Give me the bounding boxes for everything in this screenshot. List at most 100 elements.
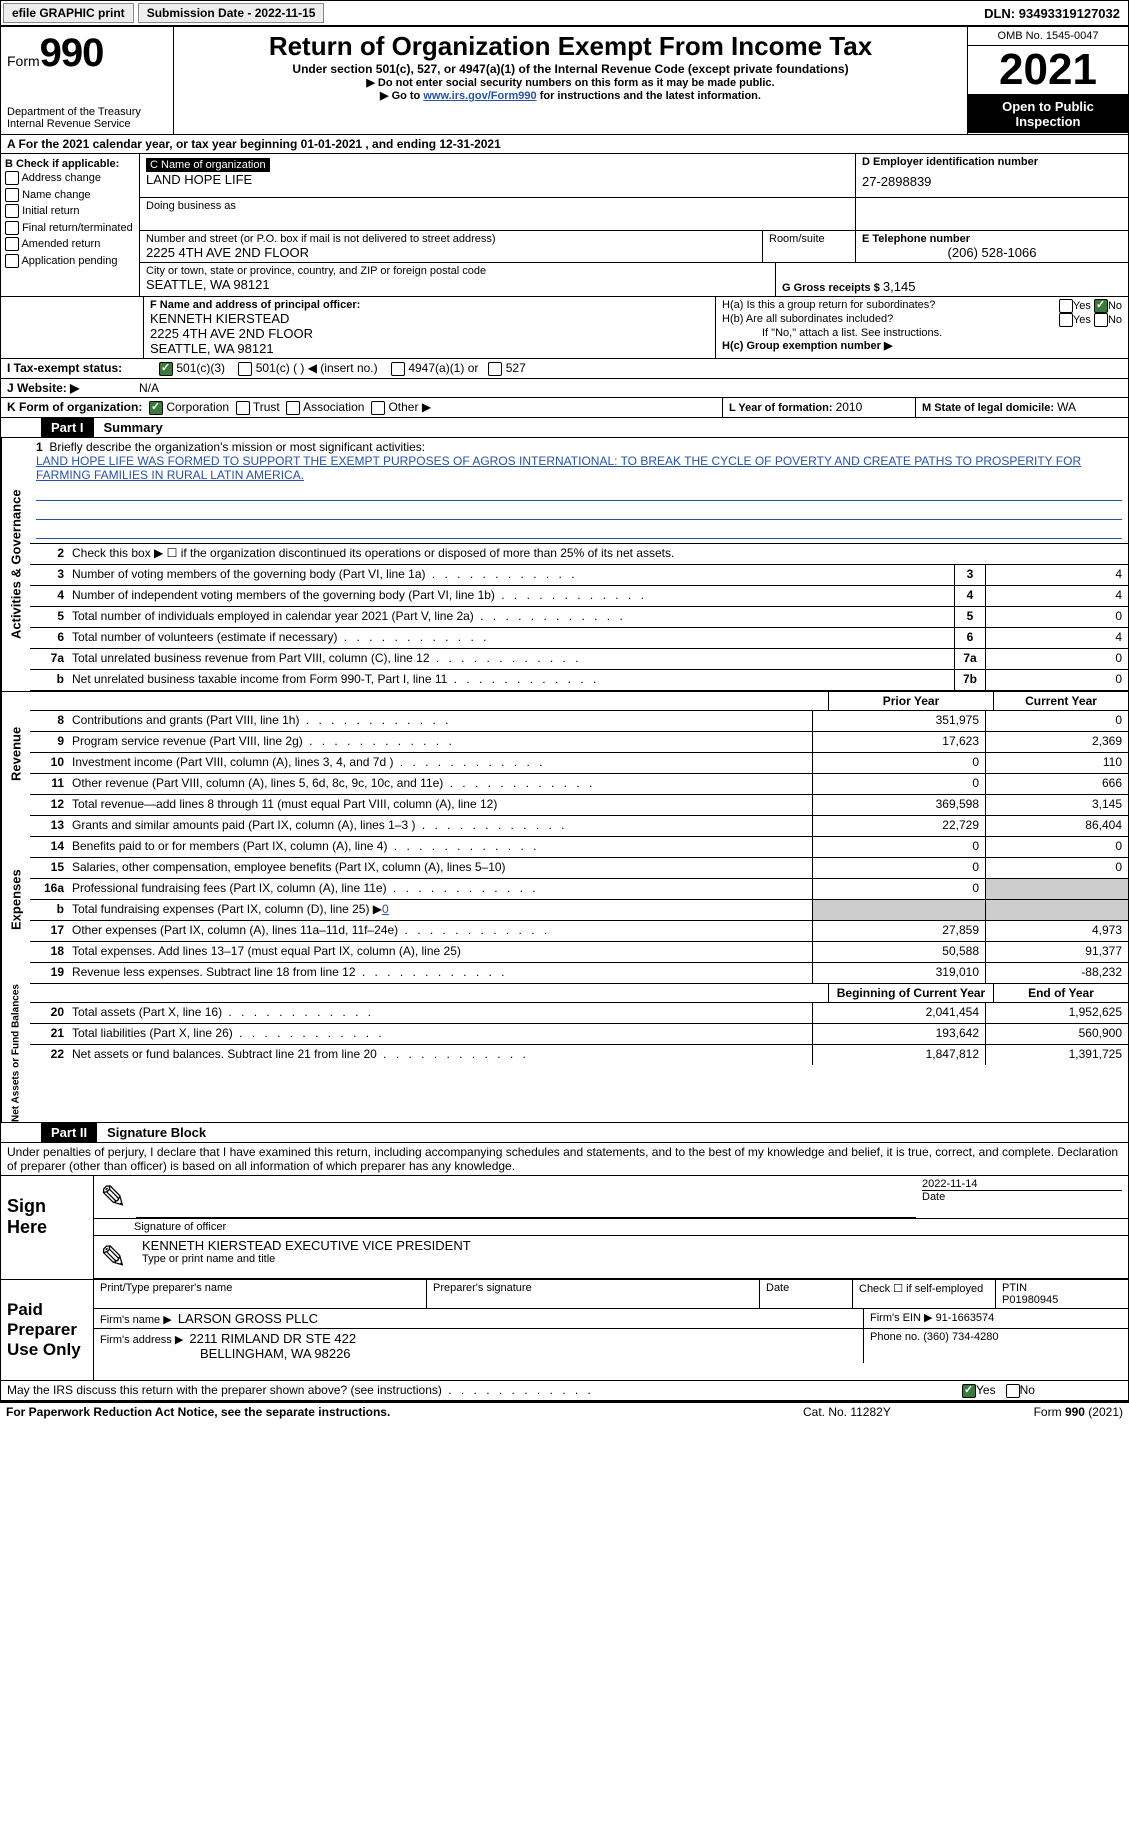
line-11: 11Other revenue (Part VIII, column (A), … — [30, 774, 1128, 795]
check-name-change[interactable]: Name change — [5, 187, 135, 204]
box-f: F Name and address of principal officer:… — [144, 297, 716, 358]
self-employed-label: Check ☐ if self-employed — [853, 1280, 996, 1308]
check-other[interactable] — [371, 401, 385, 415]
line-20: 20Total assets (Part X, line 16)2,041,45… — [30, 1003, 1128, 1024]
line-6: 6Total number of volunteers (estimate if… — [30, 628, 1128, 649]
form-title: Return of Organization Exempt From Incom… — [180, 31, 961, 62]
city-value: SEATTLE, WA 98121 — [146, 277, 769, 292]
addr-label: Number and street (or P.O. box if mail i… — [146, 233, 756, 245]
footer-left: For Paperwork Reduction Act Notice, see … — [6, 1405, 803, 1419]
hb-yes-check[interactable] — [1059, 313, 1073, 327]
ha-yes-check[interactable] — [1059, 299, 1073, 313]
officer-addr2: SEATTLE, WA 98121 — [150, 341, 709, 356]
form990-link[interactable]: www.irs.gov/Form990 — [423, 90, 536, 102]
declaration-text: Under penalties of perjury, I declare th… — [1, 1143, 1128, 1176]
firm-name-label: Firm's name ▶ — [100, 1314, 172, 1326]
footer-cat: Cat. No. 11282Y — [803, 1405, 963, 1419]
check-527[interactable] — [488, 362, 502, 376]
check-501c[interactable] — [238, 362, 252, 376]
section-b-through-g: B Check if applicable: Address change Na… — [1, 154, 1128, 297]
line-12: 12Total revenue—add lines 8 through 11 (… — [30, 795, 1128, 816]
sign-here-section: Sign Here ✎ 2022-11-14 Date Signature of… — [1, 1176, 1128, 1280]
fundraising-link[interactable]: 0 — [382, 902, 389, 916]
check-trust[interactable] — [236, 401, 250, 415]
line-8: 8Contributions and grants (Part VIII, li… — [30, 711, 1128, 732]
discuss-no-check[interactable] — [1006, 1384, 1020, 1398]
paid-preparer-label: Paid Preparer Use Only — [1, 1280, 93, 1380]
year-formation: 2010 — [836, 400, 863, 414]
tax-year: 2021 — [968, 46, 1128, 95]
line-5: 5Total number of individuals employed in… — [30, 607, 1128, 628]
officer-addr1: 2225 4TH AVE 2ND FLOOR — [150, 326, 709, 341]
state-domicile: WA — [1057, 400, 1076, 414]
signature-field[interactable] — [136, 1176, 916, 1218]
box-g-label: G Gross receipts $ — [782, 282, 883, 294]
sig-officer-label: Signature of officer — [128, 1219, 1128, 1235]
form-number: 990 — [40, 31, 104, 75]
ptin-value: P01980945 — [1002, 1294, 1122, 1306]
submission-date-label: Submission Date - — [147, 6, 255, 20]
box-c-block: C Name of organization LAND HOPE LIFE D … — [140, 154, 1128, 296]
sub3-pre: ▶ Go to — [380, 90, 423, 102]
box-d-label: D Employer identification number — [862, 156, 1122, 168]
line-7a: 7aTotal unrelated business revenue from … — [30, 649, 1128, 670]
check-501c3[interactable] — [159, 362, 173, 376]
h-note: If "No," attach a list. See instructions… — [722, 327, 1122, 339]
header-left: Form990 Department of the Treasury Inter… — [1, 27, 174, 134]
prior-current-header: Prior Year Current Year — [30, 692, 1128, 711]
paid-preparer-section: Paid Preparer Use Only Print/Type prepar… — [1, 1280, 1128, 1381]
hb-no-check[interactable] — [1094, 313, 1108, 327]
line-10: 10Investment income (Part VIII, column (… — [30, 753, 1128, 774]
discuss-yes-check[interactable] — [962, 1384, 976, 1398]
sign-arrow-icon: ✎ — [94, 1176, 136, 1218]
firm-addr2: BELLINGHAM, WA 98226 — [100, 1346, 351, 1361]
part-i-header: Part I Summary — [1, 418, 1128, 438]
row-l-label: L Year of formation: — [729, 402, 836, 414]
box-e-label: E Telephone number — [862, 233, 1122, 245]
check-application-pending[interactable]: Application pending — [5, 253, 135, 270]
officer-name: KENNETH KIERSTEAD — [150, 311, 709, 326]
sign-date-label: Date — [922, 1191, 1122, 1203]
box-c-label: C Name of organization — [146, 158, 270, 172]
pt-name-label: Print/Type preparer's name — [94, 1280, 427, 1308]
box-b: B Check if applicable: Address change Na… — [1, 154, 140, 296]
line-13: 13Grants and similar amounts paid (Part … — [30, 816, 1128, 837]
l1-label: Briefly describe the organization's miss… — [49, 440, 425, 454]
check-initial-return[interactable]: Initial return — [5, 203, 135, 220]
line-14: 14Benefits paid to or for members (Part … — [30, 837, 1128, 858]
check-amended-return[interactable]: Amended return — [5, 236, 135, 253]
box-c-name: C Name of organization LAND HOPE LIFE — [140, 154, 856, 197]
dept-label: Department of the Treasury — [7, 106, 167, 118]
row-j: J Website: ▶ N/A — [1, 379, 1128, 398]
form-subtitle-3: ▶ Go to www.irs.gov/Form990 for instruct… — [180, 89, 961, 102]
vlabel-revenue: Revenue — [1, 692, 30, 816]
addr-cell: Number and street (or P.O. box if mail i… — [140, 231, 763, 262]
dba-label: Doing business as — [146, 200, 849, 212]
line-3: 3Number of voting members of the governi… — [30, 565, 1128, 586]
box-f-label: F Name and address of principal officer: — [150, 299, 709, 311]
ha-no-check[interactable] — [1094, 299, 1108, 313]
check-assoc[interactable] — [286, 401, 300, 415]
line-1: 1 Briefly describe the organization's mi… — [30, 438, 1128, 544]
check-corp[interactable] — [149, 401, 163, 415]
form-subtitle-1: Under section 501(c), 527, or 4947(a)(1)… — [180, 62, 961, 76]
line-4: 4Number of independent voting members of… — [30, 586, 1128, 607]
mission-text: LAND HOPE LIFE WAS FORMED TO SUPPORT THE… — [36, 454, 1081, 482]
officer-name-title: KENNETH KIERSTEAD EXECUTIVE VICE PRESIDE… — [142, 1238, 1122, 1253]
check-address-change[interactable]: Address change — [5, 170, 135, 187]
check-4947[interactable] — [391, 362, 405, 376]
inspect-2: Inspection — [970, 114, 1126, 129]
dln-label: DLN: — [984, 6, 1019, 21]
check-final-return[interactable]: Final return/terminated — [5, 220, 135, 237]
part-i-title: Summary — [94, 418, 173, 437]
open-to-public: Open to Public Inspection — [968, 95, 1128, 133]
phone-value: (206) 528-1066 — [862, 245, 1122, 260]
submission-date-button[interactable]: Submission Date - 2022-11-15 — [138, 3, 325, 23]
omb-number: OMB No. 1545-0047 — [968, 27, 1128, 46]
line-19: 19Revenue less expenses. Subtract line 1… — [30, 963, 1128, 984]
net-assets-section: Net Assets or Fund Balances Beginning of… — [1, 984, 1128, 1123]
efile-print-button[interactable]: efile GRAPHIC print — [3, 3, 134, 23]
ein-value: 27-2898839 — [862, 168, 1122, 195]
form-header: Form990 Department of the Treasury Inter… — [1, 27, 1128, 135]
dln-value: 93493319127032 — [1019, 6, 1120, 21]
